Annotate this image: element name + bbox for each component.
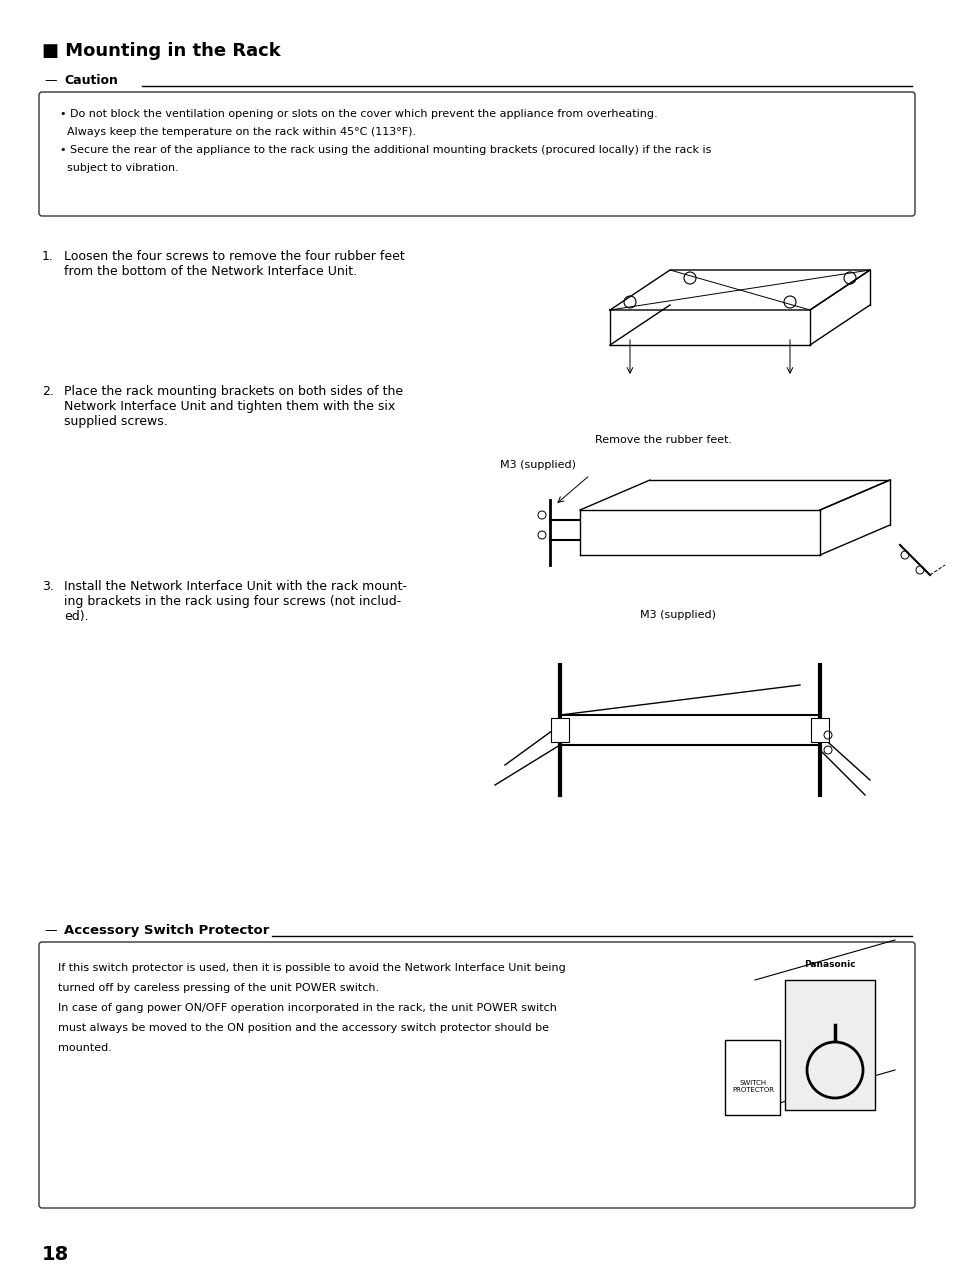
Text: Remove the rubber feet.: Remove the rubber feet.	[595, 435, 731, 445]
Text: 1.: 1.	[42, 250, 53, 262]
Text: Place the rack mounting brackets on both sides of the
Network Interface Unit and: Place the rack mounting brackets on both…	[64, 385, 403, 428]
FancyBboxPatch shape	[39, 92, 914, 216]
Text: In case of gang power ON/OFF operation incorporated in the rack, the unit POWER : In case of gang power ON/OFF operation i…	[58, 1004, 557, 1012]
Bar	[810, 718, 828, 742]
Text: Accessory Switch Protector: Accessory Switch Protector	[64, 924, 269, 937]
Text: must always be moved to the ON position and the accessory switch protector shoul: must always be moved to the ON position …	[58, 1023, 548, 1033]
Bar	[784, 980, 874, 1110]
Bar	[551, 718, 568, 742]
Text: 2.: 2.	[42, 385, 53, 398]
Text: • Do not block the ventilation opening or slots on the cover which prevent the a: • Do not block the ventilation opening o…	[60, 109, 657, 119]
Text: Always keep the temperature on the rack within 45°C (113°F).: Always keep the temperature on the rack …	[60, 127, 416, 137]
Text: mounted.: mounted.	[58, 1043, 112, 1053]
Text: —: —	[44, 74, 56, 87]
Text: • Secure the rear of the appliance to the rack using the additional mounting bra: • Secure the rear of the appliance to th…	[60, 145, 711, 155]
Text: Loosen the four screws to remove the four rubber feet
from the bottom of the Net: Loosen the four screws to remove the fou…	[64, 250, 404, 278]
Text: M3 (supplied): M3 (supplied)	[499, 460, 576, 470]
Text: Caution: Caution	[64, 74, 118, 87]
Text: —: —	[44, 924, 56, 937]
FancyBboxPatch shape	[39, 942, 914, 1208]
Text: 3.: 3.	[42, 580, 53, 593]
Text: turned off by careless pressing of the unit POWER switch.: turned off by careless pressing of the u…	[58, 983, 378, 993]
Text: Panasonic: Panasonic	[803, 960, 855, 969]
Text: M3 (supplied): M3 (supplied)	[639, 611, 716, 620]
Text: subject to vibration.: subject to vibration.	[60, 163, 178, 173]
Text: Install the Network Interface Unit with the rack mount-
ing brackets in the rack: Install the Network Interface Unit with …	[64, 580, 407, 623]
Bar	[724, 1039, 780, 1115]
Text: SWITCH
PROTECTOR: SWITCH PROTECTOR	[731, 1080, 773, 1093]
Text: If this switch protector is used, then it is possible to avoid the Network Inter: If this switch protector is used, then i…	[58, 963, 565, 973]
Text: ■ Mounting in the Rack: ■ Mounting in the Rack	[42, 42, 280, 60]
Text: 18: 18	[42, 1245, 70, 1265]
